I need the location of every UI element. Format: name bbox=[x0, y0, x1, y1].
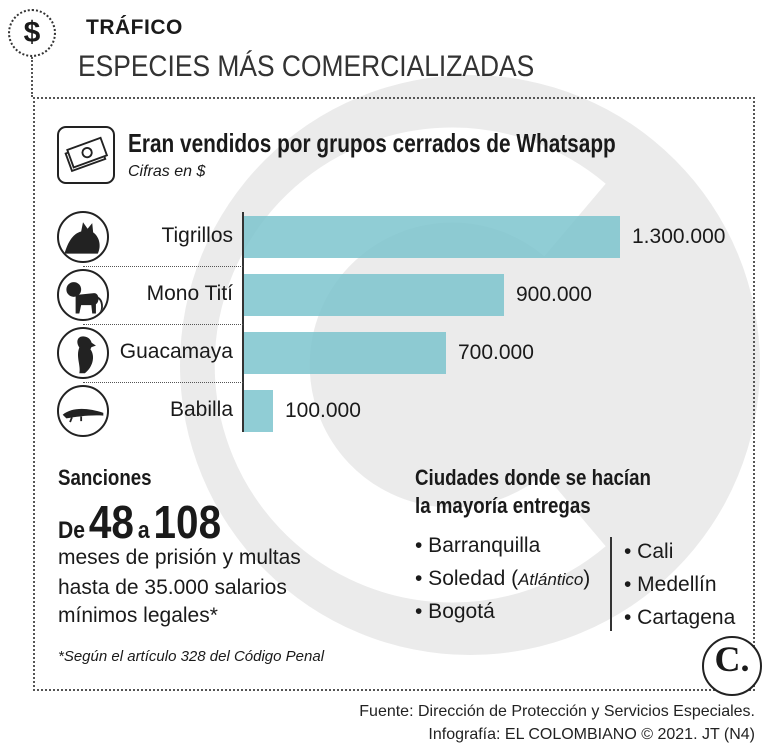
sanction-text-line: mínimos legales* bbox=[58, 604, 218, 627]
sanction-range: De 48 a 108 bbox=[58, 495, 243, 549]
row-separator bbox=[83, 382, 243, 383]
cities-heading: Ciudades donde se hacían la mayoría entr… bbox=[415, 465, 651, 518]
data-label: 1.300.000 bbox=[632, 225, 726, 248]
content-frame bbox=[33, 97, 755, 691]
section-label: TRÁFICO bbox=[86, 16, 183, 39]
data-label: 100.000 bbox=[285, 399, 361, 422]
city-item: • Medellín bbox=[624, 573, 717, 596]
sanction-text-line: hasta de 35.000 salarios bbox=[58, 576, 287, 599]
chart-subtitle: Cifras en $ bbox=[128, 163, 206, 180]
credit-note: Infografía: EL COLOMBIANO © 2021. JT (N4… bbox=[428, 726, 755, 743]
dollar-icon: $ bbox=[8, 9, 56, 57]
ocelot-icon bbox=[57, 211, 109, 263]
footnote: *Según el artículo 328 del Código Penal bbox=[58, 648, 325, 665]
macaw-icon bbox=[57, 327, 109, 379]
data-label: 700.000 bbox=[458, 341, 534, 364]
row-separator bbox=[83, 266, 243, 267]
category-label: Mono Tití bbox=[146, 282, 233, 305]
city-item: • Cali bbox=[624, 540, 674, 563]
source-note: Fuente: Dirección de Protección y Servic… bbox=[359, 703, 755, 720]
chart-title: Eran vendidos por grupos cerrados de Wha… bbox=[128, 128, 616, 158]
bar bbox=[244, 216, 620, 258]
cities-divider bbox=[610, 537, 612, 631]
city-item: • Bogotá bbox=[415, 600, 495, 623]
caiman-icon bbox=[57, 385, 109, 437]
city-item: • Cartagena bbox=[624, 606, 736, 629]
bar bbox=[244, 332, 446, 374]
city-item: • Soledad (Atlántico) bbox=[415, 567, 591, 590]
category-label: Babilla bbox=[169, 398, 233, 421]
range-connector: a bbox=[137, 517, 150, 544]
range-max: 108 bbox=[153, 496, 222, 548]
sanctions-heading: Sanciones bbox=[58, 465, 152, 490]
header-leader-line bbox=[31, 57, 33, 97]
row-separator bbox=[83, 324, 243, 325]
range-prefix: De bbox=[58, 517, 86, 544]
range-min: 48 bbox=[88, 496, 134, 548]
publisher-logo: C. bbox=[702, 636, 762, 696]
category-axis-line bbox=[242, 212, 244, 432]
sanction-text-line: meses de prisión y multas bbox=[58, 546, 301, 569]
category-label: Guacamaya bbox=[119, 340, 233, 363]
cash-icon bbox=[57, 126, 115, 184]
bar bbox=[244, 274, 504, 316]
monkey-icon bbox=[57, 269, 109, 321]
data-label: 900.000 bbox=[516, 283, 592, 306]
city-item: • Barranquilla bbox=[415, 534, 541, 557]
category-label: Tigrillos bbox=[161, 224, 233, 247]
page-title: ESPECIES MÁS COMERCIALIZADAS bbox=[78, 50, 535, 83]
bar bbox=[244, 390, 273, 432]
